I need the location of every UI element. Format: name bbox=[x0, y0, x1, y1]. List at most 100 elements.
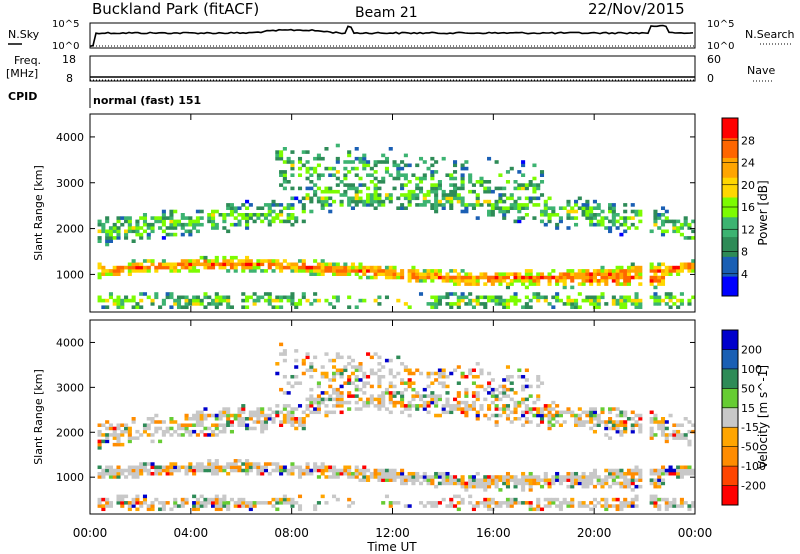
velocity-cell bbox=[687, 429, 692, 434]
velocity-cell bbox=[362, 468, 367, 473]
velocity-cell bbox=[407, 407, 412, 411]
velocity-cell bbox=[241, 501, 246, 505]
velocity-cell bbox=[237, 417, 242, 421]
velocity-cell bbox=[411, 475, 416, 479]
power-cell bbox=[619, 216, 624, 220]
velocity-cell bbox=[248, 410, 253, 415]
power-cell bbox=[161, 222, 166, 227]
power-cell bbox=[112, 265, 117, 270]
velocity-cell bbox=[332, 468, 337, 473]
power-cell bbox=[581, 272, 586, 276]
velocity-cell bbox=[471, 394, 476, 398]
power-cell bbox=[577, 272, 582, 276]
power-cell bbox=[369, 166, 374, 171]
velocity-cell bbox=[309, 410, 314, 415]
velocity-cell bbox=[297, 468, 303, 473]
velocity-cell bbox=[471, 478, 476, 482]
velocity-cell bbox=[638, 475, 643, 479]
velocity-cell bbox=[290, 384, 295, 389]
power-cell bbox=[354, 272, 359, 276]
power-cell bbox=[267, 262, 272, 267]
velocity-cell bbox=[456, 400, 461, 405]
power-cell bbox=[316, 156, 321, 161]
power-cell bbox=[400, 206, 405, 210]
velocity-cell bbox=[369, 394, 374, 398]
power-cell bbox=[279, 295, 284, 300]
power-cell bbox=[226, 213, 231, 217]
velocity-cell bbox=[324, 391, 329, 395]
power-cell bbox=[498, 282, 503, 286]
power-cell bbox=[195, 216, 200, 220]
power-cell bbox=[313, 170, 318, 174]
y-tick-label: 4000 bbox=[56, 131, 84, 144]
power-cell bbox=[108, 236, 113, 240]
power-cell bbox=[562, 275, 567, 280]
power-cell bbox=[638, 305, 643, 309]
velocity-cell bbox=[653, 478, 658, 482]
velocity-cell bbox=[335, 355, 340, 360]
velocity-cell bbox=[604, 507, 609, 512]
velocity-cell bbox=[657, 420, 662, 424]
velocity-cell bbox=[422, 387, 427, 392]
power-cell bbox=[237, 213, 242, 217]
power-cell bbox=[400, 193, 405, 197]
power-cell bbox=[161, 236, 166, 240]
power-cell bbox=[611, 275, 616, 280]
velocity-cell bbox=[354, 365, 359, 369]
velocity-cell bbox=[350, 471, 355, 476]
velocity-cell bbox=[426, 475, 431, 479]
power-cell bbox=[521, 163, 526, 168]
velocity-cell bbox=[524, 378, 529, 382]
power-cell bbox=[245, 305, 250, 309]
power-cell bbox=[332, 262, 337, 267]
power-cell bbox=[407, 279, 412, 283]
power-cell bbox=[547, 219, 552, 224]
velocity-cell bbox=[672, 429, 677, 434]
power-cell bbox=[127, 265, 132, 270]
power-cell bbox=[630, 275, 635, 280]
power-cell bbox=[161, 213, 166, 217]
velocity-cell bbox=[275, 410, 280, 415]
power-cell bbox=[180, 213, 185, 217]
power-cell bbox=[324, 147, 329, 151]
velocity-cell bbox=[332, 465, 337, 470]
velocity-cell bbox=[392, 384, 397, 389]
power-cell bbox=[426, 269, 431, 273]
velocity-cell bbox=[668, 504, 673, 508]
power-cell bbox=[339, 193, 344, 197]
velocity-cell bbox=[218, 501, 223, 505]
velocity-cell bbox=[441, 410, 446, 415]
velocity-cell bbox=[260, 465, 265, 470]
y-tick-label: 3000 bbox=[56, 177, 84, 190]
power-cell bbox=[328, 166, 333, 171]
velocity-cell bbox=[570, 475, 575, 479]
power-cell bbox=[105, 232, 110, 237]
power-cell bbox=[630, 209, 635, 214]
velocity-cell bbox=[608, 504, 613, 508]
velocity-cell bbox=[604, 433, 609, 437]
velocity-cell bbox=[320, 494, 325, 499]
power-cell bbox=[347, 269, 352, 273]
velocity-cell bbox=[381, 501, 386, 505]
velocity-cell bbox=[502, 501, 507, 505]
velocity-cell bbox=[415, 404, 420, 408]
velocity-cell bbox=[422, 471, 427, 476]
velocity-cell bbox=[324, 465, 329, 470]
power-cell bbox=[116, 272, 121, 276]
power-cell bbox=[180, 259, 185, 263]
power-cell bbox=[256, 265, 261, 270]
velocity-cell bbox=[679, 433, 684, 437]
power-cell bbox=[509, 193, 514, 197]
power-cell bbox=[574, 272, 579, 276]
velocity-cell bbox=[611, 471, 616, 476]
velocity-cell bbox=[354, 378, 359, 382]
velocity-cell bbox=[672, 497, 677, 502]
velocity-cell bbox=[660, 420, 666, 424]
power-cell bbox=[313, 193, 318, 197]
power-cell bbox=[320, 269, 325, 273]
power-cell bbox=[619, 272, 624, 276]
power-cell bbox=[513, 186, 518, 191]
power-cell bbox=[505, 285, 511, 290]
power-cell bbox=[558, 279, 563, 283]
velocity-cell bbox=[120, 429, 125, 434]
